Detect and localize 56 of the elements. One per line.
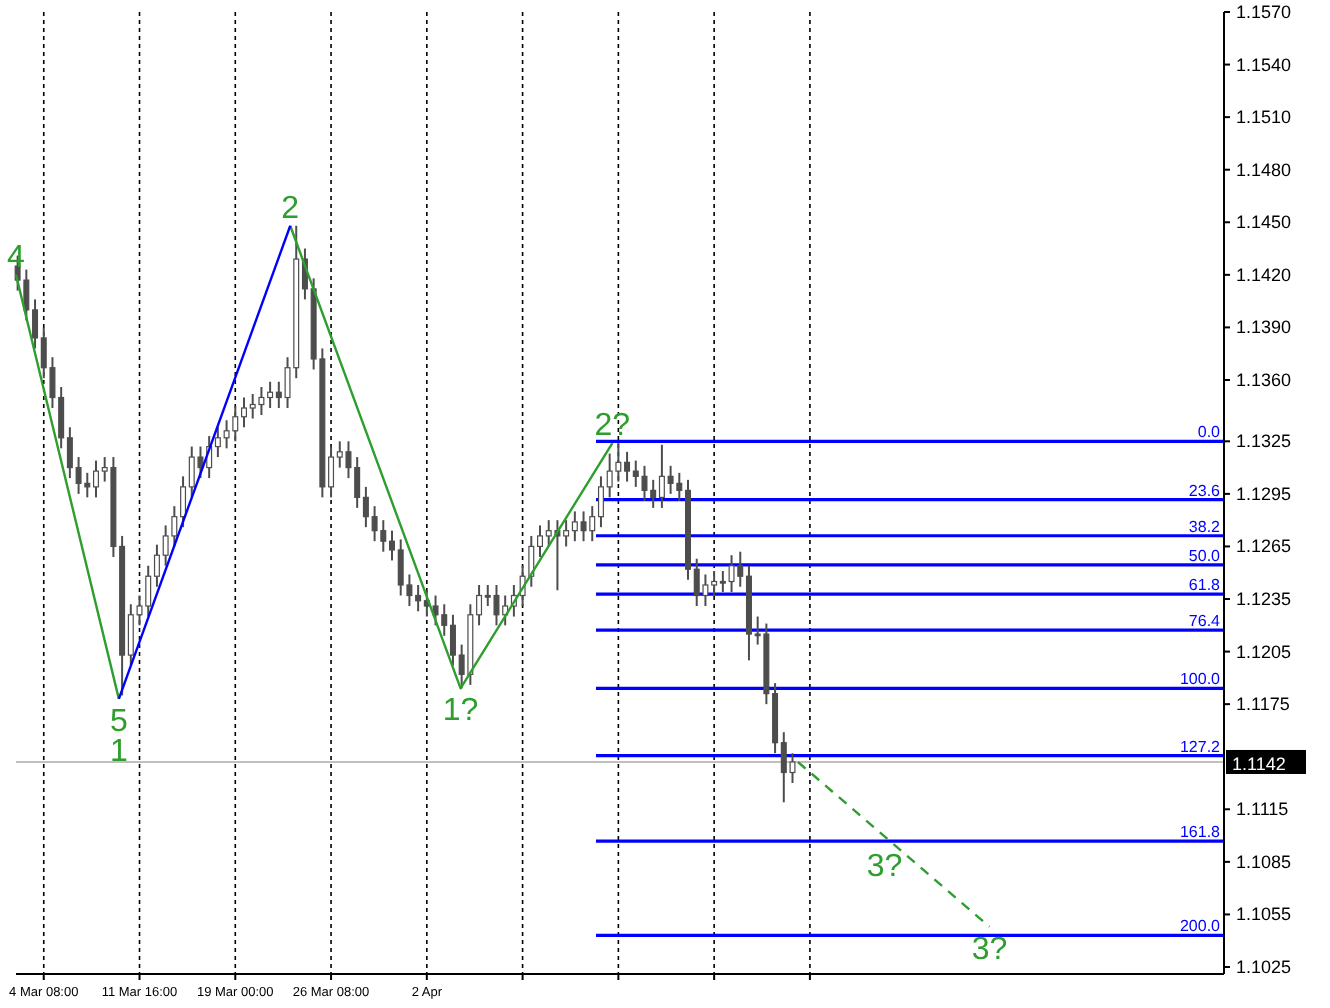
annotation: 5 [109,704,128,739]
y-tick-label: 1.1235 [1236,589,1292,610]
annotation: 4 [7,240,26,275]
candlestick [232,405,239,443]
candlestick [615,442,622,483]
annotation: 2? [594,409,631,444]
candlestick [371,505,378,543]
y-tick-label: 1.1325 [1236,431,1292,452]
candlestick [197,445,204,480]
y-tick-label: 1.1175 [1236,694,1290,715]
y-tick-label: 1.1115 [1236,799,1289,820]
annotation: 1 [109,734,128,769]
annotation: 2 [281,191,300,226]
ref-line-label: 61.8 [1188,576,1222,595]
candlestick [258,385,265,417]
y-tick-label: 1.1265 [1236,536,1292,557]
y-tick-label: 1.1390 [1236,317,1292,338]
candlestick [545,519,552,548]
y-tick-label: 1.1205 [1236,641,1292,662]
candlestick [728,554,735,593]
y-tick-label: 1.1540 [1236,54,1292,75]
candlestick [249,393,256,420]
y-tick-label: 1.1360 [1236,369,1292,390]
y-tick-label: 1.1420 [1236,264,1292,285]
ref-line-label: 161.8 [1179,823,1222,842]
y-tick-label: 1.1055 [1236,904,1292,925]
ref-line-label: 76.4 [1188,612,1222,631]
candlestick [641,464,648,502]
candlestick [580,510,587,543]
candlestick [397,538,404,597]
ref-line-label: 0.0 [1197,423,1222,442]
y-tick-label: 1.1295 [1236,483,1292,504]
y-tick-label: 1.1510 [1236,107,1292,128]
candlestick [380,519,387,553]
ref-line-label: 200.0 [1179,917,1222,936]
candlestick [702,573,709,608]
y-tick-label: 1.1450 [1236,212,1292,233]
annotation: 1? [442,694,479,729]
ref-line-label: 100.0 [1179,670,1222,689]
ref-line-label: 23.6 [1188,481,1222,500]
annotation: 3? [866,850,903,885]
annotation: 3? [971,932,1008,967]
ref-line-label: 38.2 [1188,517,1222,536]
candlestick [493,583,500,627]
candlestick [667,464,674,495]
candlestick [528,534,535,588]
y-tick-label: 1.1085 [1236,851,1292,872]
y-tick-label: 1.1025 [1236,956,1292,977]
candlestick [432,594,439,627]
ref-line-label: 1.1142 [1232,753,1286,774]
candlestick [84,471,91,499]
candlestick [223,419,230,450]
y-tick-label: 1.1570 [1236,2,1292,22]
ref-line-label: 50.0 [1188,546,1222,565]
y-tick-label: 1.1480 [1236,159,1292,180]
ref-line-label: 127.2 [1179,737,1222,756]
